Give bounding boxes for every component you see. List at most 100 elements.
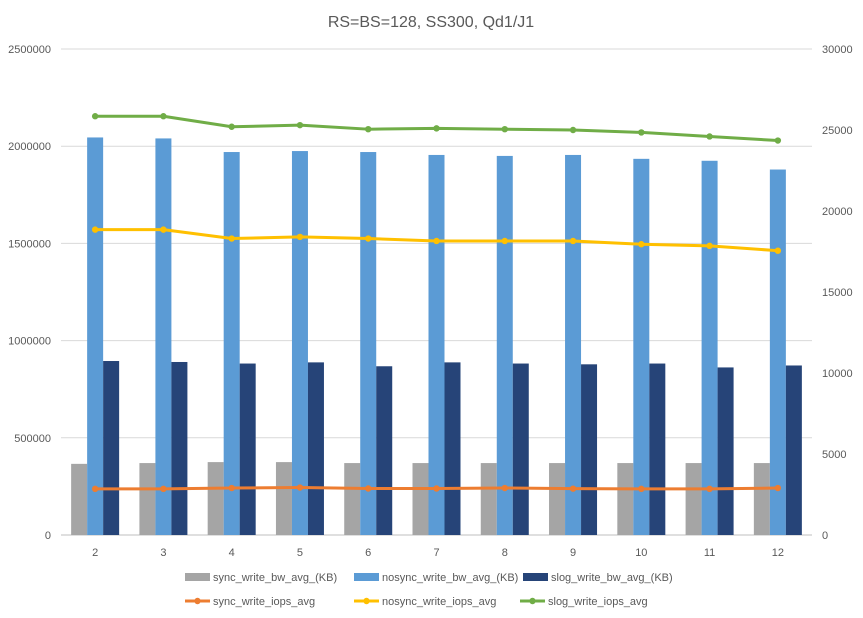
point-nosync-write-iops-avg: [433, 237, 440, 245]
bar-slog-write-bw-avg-kb: [581, 364, 598, 535]
bar-nosync-write-bw-avg-kb: [701, 160, 718, 535]
y-right-tick-label: 5000: [822, 449, 846, 461]
bar-sync-write-bw-avg-kb: [685, 463, 702, 535]
point-sync-write-iops-avg: [296, 484, 304, 491]
x-tick-label: 5: [297, 547, 303, 559]
y-left-tick-label: 2000000: [8, 141, 51, 153]
y-left-tick-label: 500000: [14, 433, 51, 445]
bar-slog-write-bw-avg-kb: [171, 361, 188, 535]
legend-swatch: [185, 573, 210, 581]
legend-marker: [363, 597, 370, 605]
bar-slog-write-bw-avg-kb: [512, 363, 529, 535]
point-nosync-write-iops-avg: [569, 237, 577, 245]
legend-marker: [194, 597, 201, 605]
point-nosync-write-iops-avg: [160, 226, 167, 233]
point-sync-write-iops-avg: [569, 485, 577, 492]
point-sync-write-iops-avg: [706, 485, 713, 493]
bar-slog-write-bw-avg-kb: [307, 362, 324, 535]
point-sync-write-iops-avg: [501, 484, 508, 492]
point-sync-write-iops-avg: [433, 485, 440, 492]
bar-slog-write-bw-avg-kb: [103, 361, 120, 535]
bar-sync-write-bw-avg-kb: [753, 463, 770, 535]
bar-slog-write-bw-avg-kb: [717, 367, 734, 535]
point-sync-write-iops-avg: [160, 485, 167, 493]
legend-label: nosync_write_iops_avg: [382, 596, 496, 608]
bar-sync-write-bw-avg-kb: [139, 463, 156, 535]
y-left-tick-label: 0: [45, 530, 51, 542]
point-nosync-write-iops-avg: [501, 237, 508, 245]
legend-swatch: [523, 573, 548, 581]
point-nosync-write-iops-avg: [706, 242, 713, 250]
y-right-tick-label: 10000: [822, 368, 853, 380]
point-sync-write-iops-avg: [774, 484, 782, 492]
legend-label: slog_write_bw_avg_(KB): [551, 572, 673, 584]
chart-title: RS=BS=128, SS300, Qd1/J1: [328, 14, 534, 31]
bar-nosync-write-bw-avg-kb: [360, 152, 377, 536]
x-tick-label: 4: [229, 547, 235, 559]
bar-nosync-write-bw-avg-kb: [633, 158, 650, 535]
bar-slog-write-bw-avg-kb: [785, 365, 802, 535]
bar-sync-write-bw-avg-kb: [71, 463, 88, 535]
point-slog-write-iops-avg: [706, 133, 713, 140]
point-sync-write-iops-avg: [638, 485, 645, 493]
point-nosync-write-iops-avg: [91, 226, 99, 233]
legend: sync_write_bw_avg_(KB) nosync_write_bw_av…: [185, 572, 673, 608]
legend-label: sync_write_iops_avg: [213, 596, 315, 608]
y-left-tick-label: 2500000: [8, 44, 51, 56]
y-right-tick-label: 20000: [822, 206, 853, 218]
point-slog-write-iops-avg: [501, 125, 508, 133]
legend-label: sync_write_bw_avg_(KB): [213, 572, 337, 584]
bar-sync-write-bw-avg-kb: [344, 463, 361, 535]
point-slog-write-iops-avg: [91, 113, 99, 120]
x-tick-label: 9: [570, 547, 576, 559]
bar-nosync-write-bw-avg-kb: [565, 154, 582, 535]
point-slog-write-iops-avg: [160, 113, 167, 120]
y-right-tick-label: 30000: [822, 44, 853, 56]
bar-nosync-write-bw-avg-kb: [428, 154, 445, 535]
bar-slog-write-bw-avg-kb: [239, 363, 256, 535]
right-axis: 0 5000 10000 15000 20000 25000 30000: [822, 44, 853, 542]
bar-sync-write-bw-avg-kb: [412, 463, 429, 535]
bar-nosync-write-bw-avg-kb: [291, 151, 308, 535]
legend-marker: [529, 597, 536, 605]
x-axis: 2 3 4 5 6 7 8 9 10 11 12: [61, 534, 812, 559]
point-slog-write-iops-avg: [365, 125, 372, 133]
point-slog-write-iops-avg: [569, 126, 577, 134]
point-slog-write-iops-avg: [774, 137, 782, 144]
bar-nosync-write-bw-avg-kb: [87, 137, 104, 535]
point-nosync-write-iops-avg: [774, 247, 782, 254]
point-slog-write-iops-avg: [296, 121, 304, 129]
point-sync-write-iops-avg: [365, 485, 372, 492]
x-tick-label: 8: [502, 547, 508, 559]
legend-label: slog_write_iops_avg: [548, 596, 648, 608]
bar-nosync-write-bw-avg-kb: [155, 138, 172, 535]
x-tick-label: 10: [635, 547, 647, 559]
point-slog-write-iops-avg: [433, 125, 440, 132]
legend-swatch: [354, 573, 379, 581]
line-series-group: [91, 113, 782, 493]
bar-slog-write-bw-avg-kb: [444, 362, 461, 535]
y-left-tick-label: 1500000: [8, 238, 51, 250]
point-nosync-write-iops-avg: [228, 235, 235, 242]
point-nosync-write-iops-avg: [638, 241, 645, 248]
x-tick-label: 11: [704, 547, 715, 559]
x-tick-label: 12: [772, 547, 784, 559]
bar-slog-write-bw-avg-kb: [376, 366, 393, 535]
bar-sync-write-bw-avg-kb: [480, 463, 497, 535]
x-tick-label: 2: [92, 547, 98, 559]
bar-sync-write-bw-avg-kb: [617, 463, 634, 535]
legend-label: nosync_write_bw_avg_(KB): [382, 572, 518, 584]
bar-series-group: [71, 137, 802, 536]
bar-sync-write-bw-avg-kb: [549, 463, 566, 535]
bar-nosync-write-bw-avg-kb: [223, 152, 240, 536]
point-nosync-write-iops-avg: [296, 233, 304, 241]
y-left-tick-label: 1000000: [8, 336, 51, 348]
y-right-tick-label: 15000: [822, 287, 853, 299]
y-right-tick-label: 25000: [822, 125, 853, 137]
left-axis: 0 500000 1000000 1500000 2000000 2500000: [8, 44, 51, 542]
bar-sync-write-bw-avg-kb: [275, 462, 292, 535]
point-sync-write-iops-avg: [91, 485, 99, 493]
bar-slog-write-bw-avg-kb: [649, 363, 666, 535]
bar-nosync-write-bw-avg-kb: [769, 169, 786, 535]
